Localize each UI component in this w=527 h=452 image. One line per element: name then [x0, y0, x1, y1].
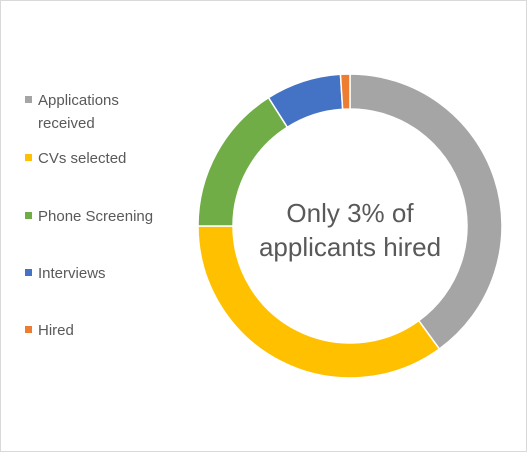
- legend-label: CVs selected: [38, 150, 126, 167]
- legend-marker: [25, 326, 32, 333]
- legend-label: received: [38, 115, 95, 132]
- legend-label: Interviews: [38, 265, 106, 282]
- center-annotation: applicants hired: [259, 232, 441, 262]
- doughnut-slice: [349, 73, 503, 351]
- legend-marker: [25, 212, 32, 219]
- doughnut-slice: [339, 73, 351, 111]
- legend-label: Phone Screening: [38, 208, 153, 225]
- legend-label: Hired: [38, 322, 74, 339]
- legend-label: Applications: [38, 92, 119, 109]
- legend-marker: [25, 269, 32, 276]
- legend-marker: [25, 96, 32, 103]
- center-annotation: Only 3% of: [286, 198, 414, 228]
- legend-marker: [25, 154, 32, 161]
